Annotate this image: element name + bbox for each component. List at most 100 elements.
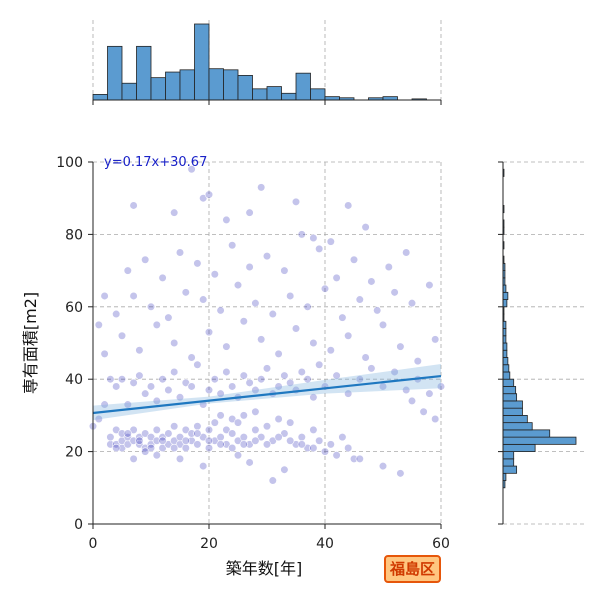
x-tick-label: 0 xyxy=(89,536,98,552)
scatter-point xyxy=(204,443,214,453)
scatter-point xyxy=(239,411,248,420)
scatter-point xyxy=(390,288,399,297)
scatter-point xyxy=(332,371,341,380)
scatter-point xyxy=(222,440,231,449)
scatter-point xyxy=(274,382,283,391)
scatter-point xyxy=(204,436,214,445)
scatter-point xyxy=(129,425,138,434)
scatter-point xyxy=(193,429,202,438)
scatter-point xyxy=(262,440,272,449)
top-histogram-bar xyxy=(121,82,137,101)
scatter-point xyxy=(338,313,347,322)
scatter-point xyxy=(390,367,399,377)
top-histogram-bar xyxy=(237,75,253,101)
scatter-point xyxy=(228,241,237,250)
scatter-point xyxy=(297,367,306,377)
top-histogram-bar xyxy=(194,23,210,101)
scatter-point xyxy=(216,389,225,398)
scatter-point xyxy=(187,382,196,391)
scatter-points xyxy=(88,165,446,485)
scatter-point xyxy=(355,295,364,304)
scatter-point xyxy=(193,440,202,449)
scatter-point xyxy=(233,418,243,427)
scatter-point xyxy=(320,447,330,456)
top-histogram-bar xyxy=(179,69,195,101)
scatter-point xyxy=(204,328,214,337)
scatter-point xyxy=(286,378,295,387)
scatter-point xyxy=(164,429,173,438)
scatter-point xyxy=(170,443,179,453)
right-histogram-bar xyxy=(502,299,508,308)
scatter-point xyxy=(402,248,411,257)
scatter-point xyxy=(141,429,150,438)
scatter-point xyxy=(344,443,353,453)
scatter-point xyxy=(291,324,301,333)
scatter-point xyxy=(112,309,121,319)
scatter-point xyxy=(233,451,243,460)
right-histogram-bar xyxy=(502,429,551,438)
scatter-point xyxy=(199,194,208,203)
scatter-point xyxy=(274,414,283,424)
scatter-point xyxy=(222,215,231,225)
scatter-point xyxy=(170,338,179,348)
scatter-point xyxy=(100,349,109,358)
scatter-point xyxy=(257,183,266,192)
scatter-point xyxy=(193,360,202,369)
scatter-point xyxy=(309,393,318,402)
y-tick-label: 0 xyxy=(74,517,83,533)
scatter-point xyxy=(338,433,347,442)
regression-line xyxy=(92,363,442,421)
scatter-point xyxy=(141,389,150,398)
right-histogram-bar xyxy=(502,349,508,358)
scatter-point xyxy=(170,422,179,431)
right-histogram-bar xyxy=(502,436,577,445)
scatter-point xyxy=(123,429,132,438)
scatter-point xyxy=(245,458,254,467)
scatter-point xyxy=(117,443,127,453)
scatter-point xyxy=(181,288,190,297)
scatter-point xyxy=(355,375,364,384)
top-histogram-bar xyxy=(281,92,297,101)
scatter-point xyxy=(129,436,138,445)
scatter-point xyxy=(396,469,405,478)
scatter-point xyxy=(216,411,225,420)
scatter-point xyxy=(216,433,225,442)
scatter-point xyxy=(123,266,132,275)
scatter-point xyxy=(309,443,318,453)
scatter-point xyxy=(204,425,214,434)
scatter-point xyxy=(112,443,121,453)
scatter-point xyxy=(222,342,231,351)
top-histogram-bar xyxy=(252,88,268,101)
scatter-point xyxy=(245,208,254,217)
right-histogram-bar xyxy=(502,422,533,431)
scatter-point xyxy=(257,433,266,442)
scatter-point xyxy=(361,353,370,362)
scatter-point xyxy=(332,273,341,282)
scatter-point xyxy=(187,353,196,362)
scatter-point xyxy=(320,284,330,293)
top-histogram-bar xyxy=(165,71,181,101)
scatter-point xyxy=(361,223,370,232)
scatter-point xyxy=(175,433,185,442)
scatter-point xyxy=(245,378,254,387)
scatter-point xyxy=(274,349,283,358)
scatter-point xyxy=(309,338,318,348)
scatter-point xyxy=(268,309,277,319)
right-histogram-bar xyxy=(502,400,523,409)
scatter-point xyxy=(117,429,127,438)
scatter-point xyxy=(291,197,301,206)
scatter-point xyxy=(181,425,190,434)
scatter-point xyxy=(280,371,289,380)
scatter-point xyxy=(262,364,272,373)
scatter-point xyxy=(141,255,150,264)
scatter-point xyxy=(216,306,225,315)
scatter-point xyxy=(245,440,254,449)
top-histogram-bar xyxy=(92,94,108,101)
scatter-point xyxy=(436,382,446,391)
scatter-point xyxy=(135,371,144,380)
scatter-point xyxy=(164,385,173,395)
scatter-point xyxy=(245,262,254,272)
top-histogram-bar xyxy=(295,72,311,101)
right-histogram-bar xyxy=(502,407,523,416)
y-tick-label: 20 xyxy=(65,445,83,461)
